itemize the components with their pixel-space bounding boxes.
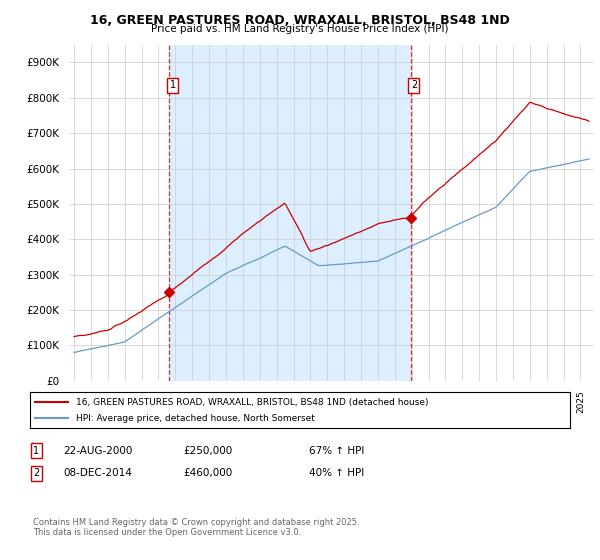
Text: 1: 1 (170, 80, 176, 90)
Text: HPI: Average price, detached house, North Somerset: HPI: Average price, detached house, Nort… (76, 414, 315, 423)
Text: Contains HM Land Registry data © Crown copyright and database right 2025.
This d: Contains HM Land Registry data © Crown c… (33, 518, 359, 538)
Text: 40% ↑ HPI: 40% ↑ HPI (309, 468, 364, 478)
Text: £250,000: £250,000 (183, 446, 232, 456)
Text: Price paid vs. HM Land Registry's House Price Index (HPI): Price paid vs. HM Land Registry's House … (151, 24, 449, 34)
Text: £460,000: £460,000 (183, 468, 232, 478)
Text: 08-DEC-2014: 08-DEC-2014 (63, 468, 132, 478)
Text: 67% ↑ HPI: 67% ↑ HPI (309, 446, 364, 456)
Text: 22-AUG-2000: 22-AUG-2000 (63, 446, 133, 456)
Text: 1: 1 (33, 446, 39, 456)
Bar (169, 45, 410, 381)
Text: 2: 2 (33, 468, 39, 478)
Text: 2: 2 (411, 80, 417, 90)
Text: 16, GREEN PASTURES ROAD, WRAXALL, BRISTOL, BS48 1ND (detached house): 16, GREEN PASTURES ROAD, WRAXALL, BRISTO… (76, 398, 428, 407)
Text: 16, GREEN PASTURES ROAD, WRAXALL, BRISTOL, BS48 1ND: 16, GREEN PASTURES ROAD, WRAXALL, BRISTO… (90, 14, 510, 27)
